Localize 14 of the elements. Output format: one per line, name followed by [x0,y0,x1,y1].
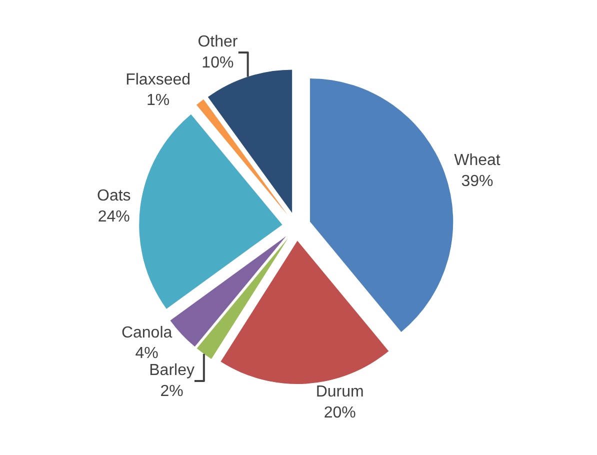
slice-label: Canola [121,324,172,342]
data-label: 1% [146,92,170,110]
data-label: 4% [135,345,158,362]
slice-label: Oats [96,188,131,205]
data-label: 24% [98,208,130,226]
slice-label: Durum [316,384,364,401]
slice-label: Other [198,34,238,51]
slice-label: Flaxseed [126,71,191,88]
data-label: 10% [202,54,234,72]
slice-label: Barley [149,362,194,380]
slice-label: Wheat [454,152,501,170]
data-label: 39% [461,172,494,190]
data-label: 2% [160,382,184,400]
data-label: 20% [324,404,356,422]
